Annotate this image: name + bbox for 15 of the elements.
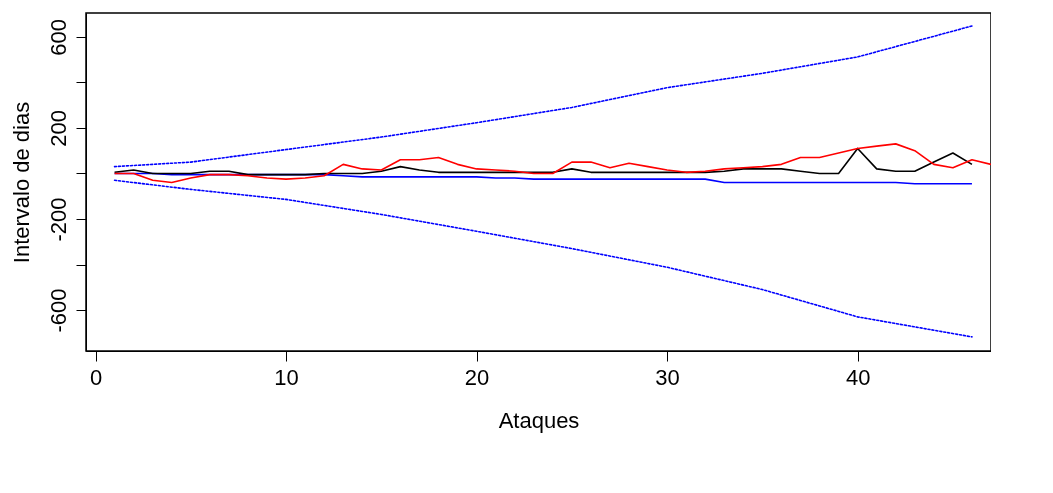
line-series <box>113 143 991 184</box>
y-tick-label: -600 <box>45 288 71 333</box>
line-series <box>113 147 973 176</box>
x-tick-label: 30 <box>655 364 680 390</box>
y-axis-title: Intervalo de dias <box>8 101 34 264</box>
x-tick-label: 40 <box>845 364 871 390</box>
x-tick-label: 0 <box>89 364 103 390</box>
line-series <box>113 25 973 168</box>
x-tick-label: 20 <box>464 364 490 390</box>
line-series <box>113 179 973 338</box>
x-tick-label: 10 <box>274 364 299 390</box>
y-tick-label: -200 <box>45 197 71 242</box>
y-tick-label: 200 <box>45 110 71 147</box>
y-tick-label: 600 <box>45 19 71 56</box>
x-axis-title: Ataques <box>498 407 580 433</box>
